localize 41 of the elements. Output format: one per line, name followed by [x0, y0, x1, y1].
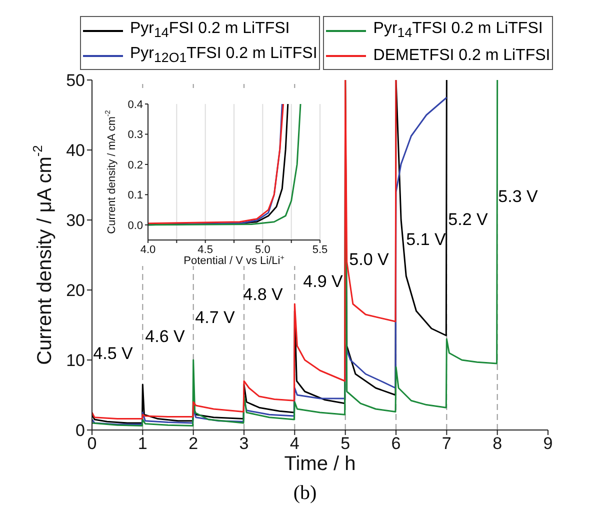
x-tick-label: 5: [340, 434, 350, 454]
x-tick-label: 5.0: [255, 244, 270, 256]
legend-label: DEMETFSI 0.2 m LiTFSI: [373, 46, 550, 64]
x-tick-label: 6: [391, 434, 401, 454]
text: (b): [292, 481, 318, 505]
annotation: 5.3 V: [497, 186, 539, 208]
x-tick-label: 0: [87, 434, 97, 454]
y-tick-label: 40: [66, 141, 85, 160]
x-tick-label: 4: [290, 434, 300, 454]
x-tick-label: 8: [492, 434, 502, 454]
annotation: 4.9 V: [302, 271, 344, 293]
legend-label: Pyr$_{14}$FSI 0.2 m LiTFSI: [130, 20, 290, 41]
y-tick-label: 0.2: [128, 159, 143, 172]
y-tick-label: 50: [66, 71, 85, 90]
x-tick-label: 3: [239, 434, 249, 454]
y-tick-label: 0.0: [128, 220, 143, 232]
x-tick-label: 1: [138, 434, 148, 454]
legend-label: Pyr$_{12O1}$TFSI 0.2 m LiTFSI: [130, 45, 318, 66]
x-tick-label: 5.5: [312, 244, 328, 256]
y-tick-label: 0.1: [128, 190, 143, 202]
annotation: 4.8 V: [242, 284, 284, 306]
x-tick-label: 7: [442, 434, 452, 454]
y-tick-label: 0: [76, 421, 85, 440]
legend-label: Pyr$_{14}$TFSI 0.2 m LiTFSI: [373, 20, 543, 41]
annotation: 5.0 V: [348, 249, 390, 271]
y-tick-label: 0.4: [128, 98, 143, 111]
annotation: 4.7 V: [195, 308, 235, 327]
x-axis-title: Potential / V vs Li/Li$^{+}$: [184, 254, 284, 267]
y-tick-label: 10: [66, 351, 85, 370]
line-series: [92, 80, 397, 420]
x-axis-title: Time / h: [284, 453, 356, 475]
y-tick-label: 0.3: [128, 129, 143, 142]
y-tick-label: 20: [66, 281, 85, 300]
y-tick-label: 30: [66, 211, 85, 230]
x-tick-label: 4.0: [140, 244, 156, 256]
x-tick-label: 2: [188, 434, 198, 454]
x-tick-label: 4.5: [198, 244, 213, 256]
annotation: 4.5 V: [93, 344, 133, 363]
x-tick-label: 9: [543, 434, 553, 454]
annotation: 4.6 V: [145, 327, 185, 346]
annotation: 5.2 V: [448, 210, 488, 229]
